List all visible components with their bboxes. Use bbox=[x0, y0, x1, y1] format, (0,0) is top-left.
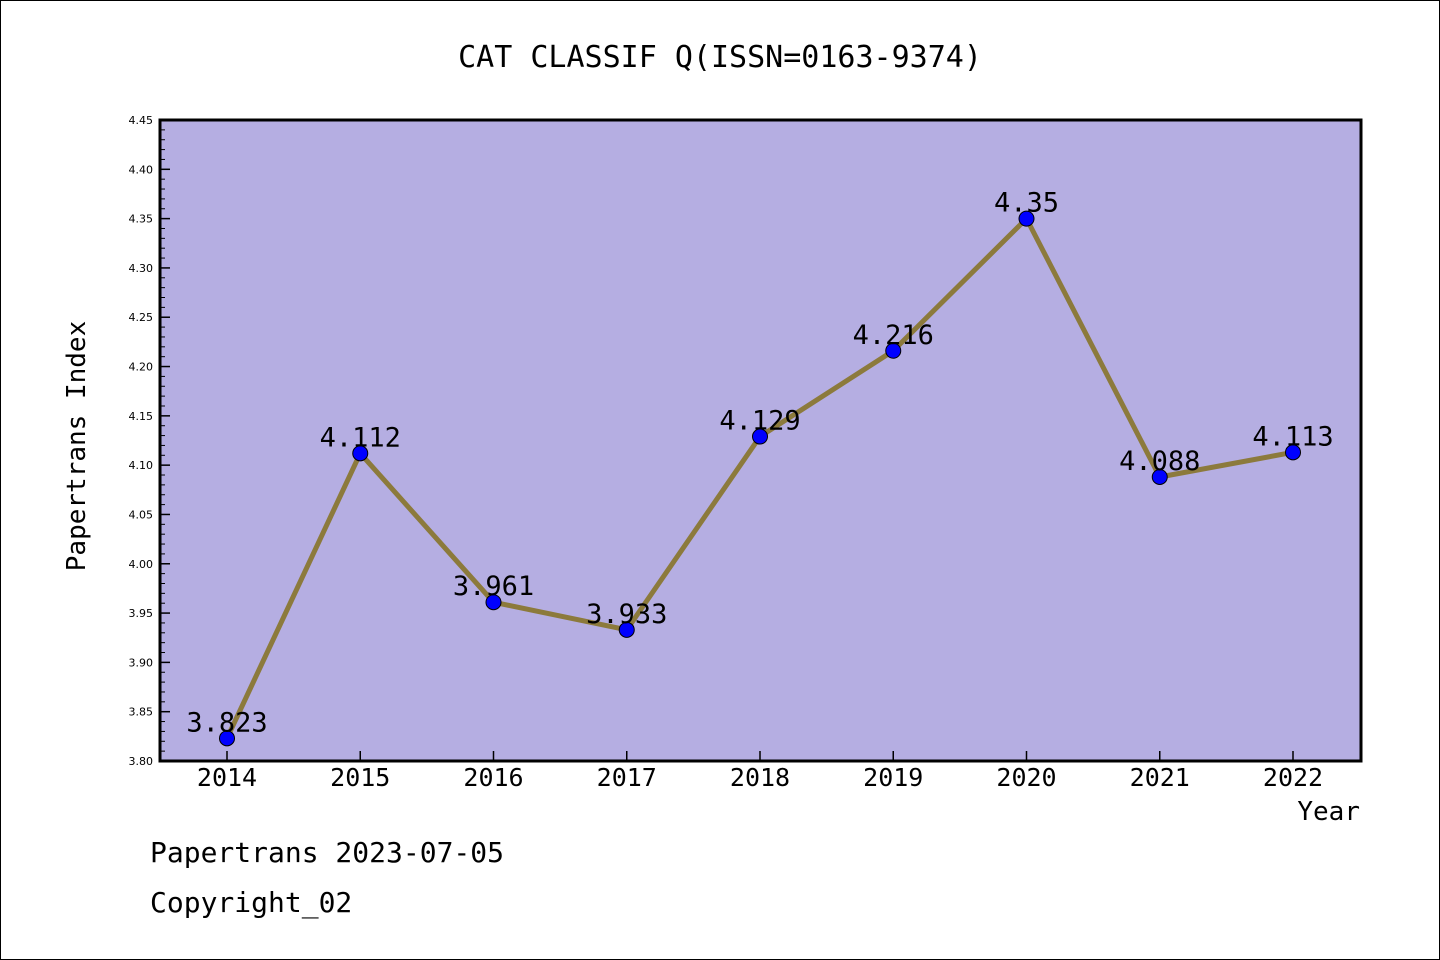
data-point bbox=[1285, 444, 1301, 461]
y-tick-label: 3.80 bbox=[129, 755, 154, 768]
data-point bbox=[885, 342, 902, 359]
data-label: 3.823 bbox=[186, 707, 267, 738]
y-tick-label: 4.10 bbox=[129, 459, 154, 472]
data-point bbox=[752, 428, 768, 445]
data-points bbox=[219, 210, 1301, 747]
y-tick-label: 3.95 bbox=[129, 607, 154, 620]
x-tick-label: 2019 bbox=[863, 763, 923, 792]
x-tick-label: 2018 bbox=[730, 763, 790, 792]
x-tick-label: 2021 bbox=[1130, 763, 1190, 792]
data-label: 4.129 bbox=[719, 406, 800, 437]
y-tick-label: 4.25 bbox=[129, 311, 154, 324]
data-label: 3.933 bbox=[586, 599, 667, 630]
data-point bbox=[352, 445, 369, 462]
y-tick-label: 4.15 bbox=[129, 410, 154, 423]
x-tick-label: 2017 bbox=[597, 763, 657, 792]
data-labels: 3.823 4.112 3.961 3.933 4.129 4.216 4.35 4.088 4… bbox=[186, 188, 1333, 739]
y-axis-ticks: 3.80 3.85 3.90 3.95 4.00 4.05 4.10 4.15 4.20 4.25… bbox=[129, 114, 170, 768]
data-point bbox=[618, 621, 635, 638]
x-tick-label: 2014 bbox=[197, 763, 257, 792]
x-tick-label: 2022 bbox=[1263, 763, 1323, 792]
y-tick-label: 4.45 bbox=[129, 114, 154, 127]
footer-copyright: Copyright_02 bbox=[150, 886, 353, 919]
x-tick-label: 2016 bbox=[463, 763, 523, 792]
data-point bbox=[485, 594, 502, 611]
y-tick-label: 4.35 bbox=[129, 213, 154, 226]
data-point bbox=[1018, 210, 1035, 227]
data-label: 4.113 bbox=[1252, 421, 1333, 452]
data-point bbox=[219, 730, 235, 747]
chart-title: CAT CLASSIF Q(ISSN=0163-9374) bbox=[458, 40, 982, 75]
data-label: 4.35 bbox=[994, 188, 1059, 219]
y-tick-label: 4.30 bbox=[129, 262, 154, 275]
x-tick-label: 2020 bbox=[996, 763, 1056, 792]
data-label: 4.112 bbox=[320, 422, 401, 453]
y-tick-label: 4.05 bbox=[129, 508, 154, 521]
data-label: 4.088 bbox=[1119, 446, 1200, 477]
x-axis-ticks: 2014 2015 2016 2017 2018 2019 2020 2021 2022 bbox=[197, 751, 1323, 792]
data-point bbox=[1151, 468, 1168, 485]
data-label: 3.961 bbox=[453, 571, 534, 602]
x-tick-label: 2015 bbox=[330, 763, 390, 792]
y-tick-label: 3.90 bbox=[129, 656, 154, 669]
footer-date: Papertrans 2023-07-05 bbox=[150, 836, 505, 869]
x-axis-label: Year bbox=[1297, 797, 1360, 827]
y-minor-ticks bbox=[160, 129, 165, 752]
data-label: 4.216 bbox=[853, 320, 934, 351]
y-tick-label: 3.85 bbox=[129, 706, 154, 719]
y-axis-label: Papertrans Index bbox=[62, 321, 92, 571]
y-tick-label: 4.20 bbox=[129, 361, 154, 374]
y-tick-label: 4.00 bbox=[129, 558, 154, 571]
y-tick-label: 4.40 bbox=[129, 163, 154, 176]
